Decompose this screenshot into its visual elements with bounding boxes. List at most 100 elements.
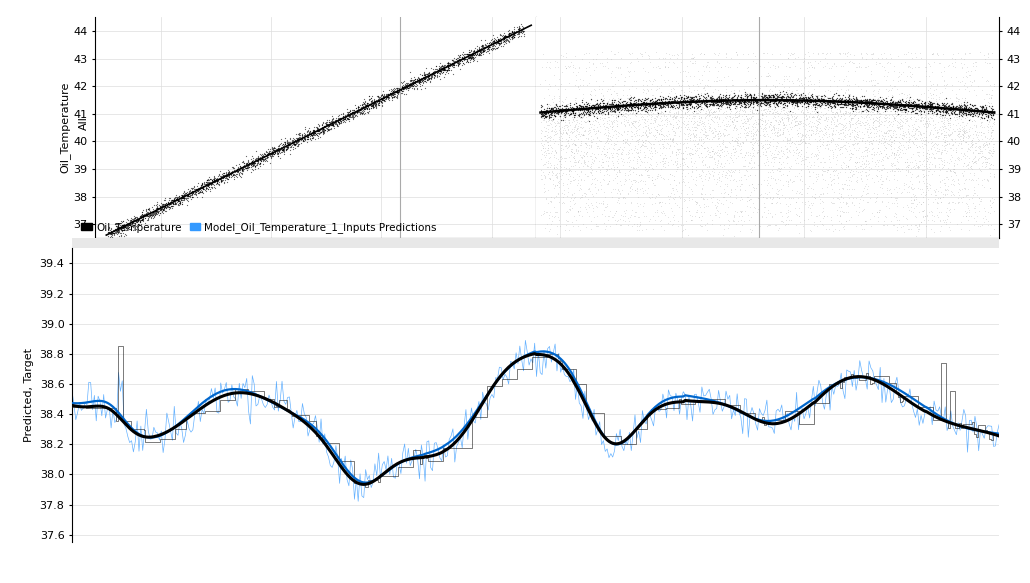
Point [967,111,984,121]
Point [507,29,523,38]
Point [791,76,808,85]
Point [609,119,625,128]
Point [780,92,796,101]
Point [955,131,971,140]
Point [606,86,622,95]
Point [845,104,861,114]
Point [886,135,902,144]
Point [868,96,885,106]
Point [393,82,410,91]
Point [953,107,969,116]
Point [767,96,784,106]
Point [819,98,835,107]
Point [930,103,947,113]
Point [276,143,293,153]
Point [777,122,793,131]
Point [831,96,848,106]
Point [764,184,781,193]
Point [758,91,775,100]
Point [759,68,776,78]
Point [762,97,779,106]
Point [942,171,959,180]
Point [743,128,759,138]
Point [747,129,763,139]
Point [759,115,776,124]
Point [607,174,623,183]
Point [809,174,825,184]
Point [915,213,931,222]
Point [490,37,507,46]
Point [761,85,778,94]
Point [630,121,647,130]
Point [881,100,897,110]
Point [319,124,336,133]
Point [482,38,499,48]
Point [315,125,332,135]
Point [930,213,947,222]
Point [959,208,975,217]
Point [833,100,850,109]
Point [788,136,804,145]
Point [573,175,589,185]
Point [835,127,852,136]
Point [871,101,888,111]
Point [385,86,402,96]
Point [861,166,878,175]
Point [568,99,584,108]
Point [634,122,651,132]
Point [676,100,692,110]
Point [678,100,694,110]
Point [663,97,680,106]
Point [878,136,894,146]
Point [433,66,449,75]
Point [244,157,261,166]
Point [607,164,623,174]
Point [942,129,959,139]
Point [587,76,604,86]
Point [177,188,194,198]
Point [364,101,380,110]
Point [618,99,634,108]
Point [166,199,182,209]
Point [552,152,569,161]
Point [295,134,311,143]
Point [314,125,331,135]
Point [445,61,461,70]
Point [933,103,950,113]
Point [736,115,753,124]
Point [836,140,853,149]
Point [574,108,590,117]
Point [546,160,562,170]
Point [600,94,617,104]
Point [916,171,932,181]
Point [743,112,759,121]
Point [905,189,922,199]
Point [772,208,789,217]
Point [504,31,520,40]
Point [353,109,370,118]
Point [446,58,462,68]
Point [829,139,846,148]
Point [566,199,583,209]
Point [680,230,696,240]
Point [972,107,989,117]
Point [194,183,210,192]
Point [810,96,826,105]
Point [746,90,762,100]
Point [780,96,796,106]
Point [370,96,386,105]
Point [922,183,938,192]
Point [568,130,584,139]
Point [372,94,388,103]
Point [445,60,461,69]
Point [589,132,606,142]
Point [625,167,642,177]
Point [757,202,774,211]
Point [634,138,651,147]
Point [571,129,587,139]
Point [634,141,651,150]
Point [315,125,332,134]
Point [221,167,238,177]
Point [571,162,587,171]
Point [664,220,681,230]
